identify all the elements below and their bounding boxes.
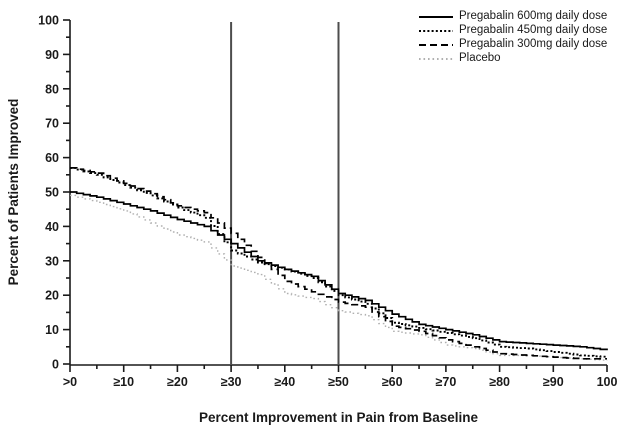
series-line-pregabalin-450mg-daily-dose <box>70 166 608 358</box>
y-tick-label: 90 <box>45 48 59 62</box>
legend-label: Pregabalin 450mg daily dose <box>459 24 608 36</box>
axes <box>63 19 608 372</box>
x-tick-label: >0 <box>63 375 77 389</box>
y-tick-label: 70 <box>45 117 59 131</box>
legend-item-pregabalin-450: Pregabalin 450mg daily dose <box>418 24 607 37</box>
tick-labels: 0 10 20 30 40 50 60 70 80 90 100 >0 ≥10 ≥20 ≥30 ≥40 ≥50 ≥… <box>6 14 617 426</box>
x-tick-label: 100 <box>597 375 618 389</box>
y-tick-label: 80 <box>45 82 59 96</box>
x-tick-label: ≥70 <box>436 375 457 389</box>
y-tick-label: 60 <box>45 151 59 165</box>
y-axis-title: Percent of Patients Improved <box>6 99 21 286</box>
y-tick-label: 10 <box>45 323 59 337</box>
x-tick-label: ≥30 <box>221 375 242 389</box>
series-line-pregabalin-600mg-daily-dose <box>70 191 608 351</box>
x-axis-title: Percent Improvement in Pain from Baselin… <box>199 410 479 425</box>
x-tick-label: ≥10 <box>113 375 134 389</box>
series-line-placebo <box>70 194 608 361</box>
legend-label: Placebo <box>459 52 501 64</box>
legend-item-pregabalin-600: Pregabalin 600mg daily dose <box>418 10 607 23</box>
legend-label: Pregabalin 300mg daily dose <box>459 38 608 50</box>
y-tick-label: 20 <box>45 289 59 303</box>
series-line-pregabalin-300mg-daily-dose <box>70 167 607 360</box>
legend-label: Pregabalin 600mg daily dose <box>459 10 608 22</box>
x-tick-label: ≥80 <box>489 375 510 389</box>
x-tick-label: ≥20 <box>167 375 188 389</box>
legend-line-solid-icon <box>419 15 453 18</box>
y-tick-label: 100 <box>38 14 59 28</box>
legend-line-dotted-icon <box>419 29 453 32</box>
legend-item-pregabalin-300: Pregabalin 300mg daily dose <box>418 38 607 51</box>
chart-legend: Pregabalin 600mg daily dose Pregabalin 4… <box>418 10 607 65</box>
legend-line-dashed-icon <box>419 43 453 46</box>
legend-item-placebo: Placebo <box>418 52 607 65</box>
y-tick-label: 50 <box>45 186 59 200</box>
x-tick-label: ≥60 <box>382 375 403 389</box>
legend-line-light-dotted-icon <box>419 57 453 60</box>
x-tick-label: ≥90 <box>543 375 564 389</box>
x-tick-label: ≥50 <box>328 375 349 389</box>
x-tick-label: ≥40 <box>274 375 295 389</box>
y-tick-label: 0 <box>52 358 59 372</box>
y-tick-label: 40 <box>45 220 59 234</box>
y-tick-label: 30 <box>45 254 59 268</box>
